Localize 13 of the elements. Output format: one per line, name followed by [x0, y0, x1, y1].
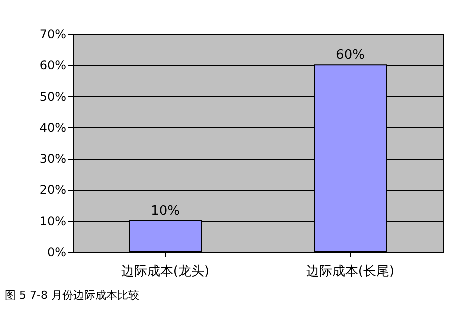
data-label: 10%: [151, 204, 180, 219]
x-tick-label: 边际成本(龙头): [121, 264, 210, 280]
y-tick-label: 40%: [40, 120, 66, 135]
y-tick-label: 20%: [40, 183, 66, 198]
data-label: 60%: [336, 48, 365, 64]
y-tick-label: 0%: [47, 246, 66, 260]
y-tick-label: 50%: [40, 90, 66, 104]
x-tick-label: 边际成本(长尾): [306, 264, 395, 280]
y-tick-label: 70%: [40, 28, 66, 42]
y-tick-label: 10%: [40, 214, 66, 228]
caption: 图 5 7-8 月份边际成本比较: [5, 289, 140, 302]
y-tick-label: 30%: [40, 152, 66, 166]
y-tick-label: 60%: [40, 58, 66, 73]
